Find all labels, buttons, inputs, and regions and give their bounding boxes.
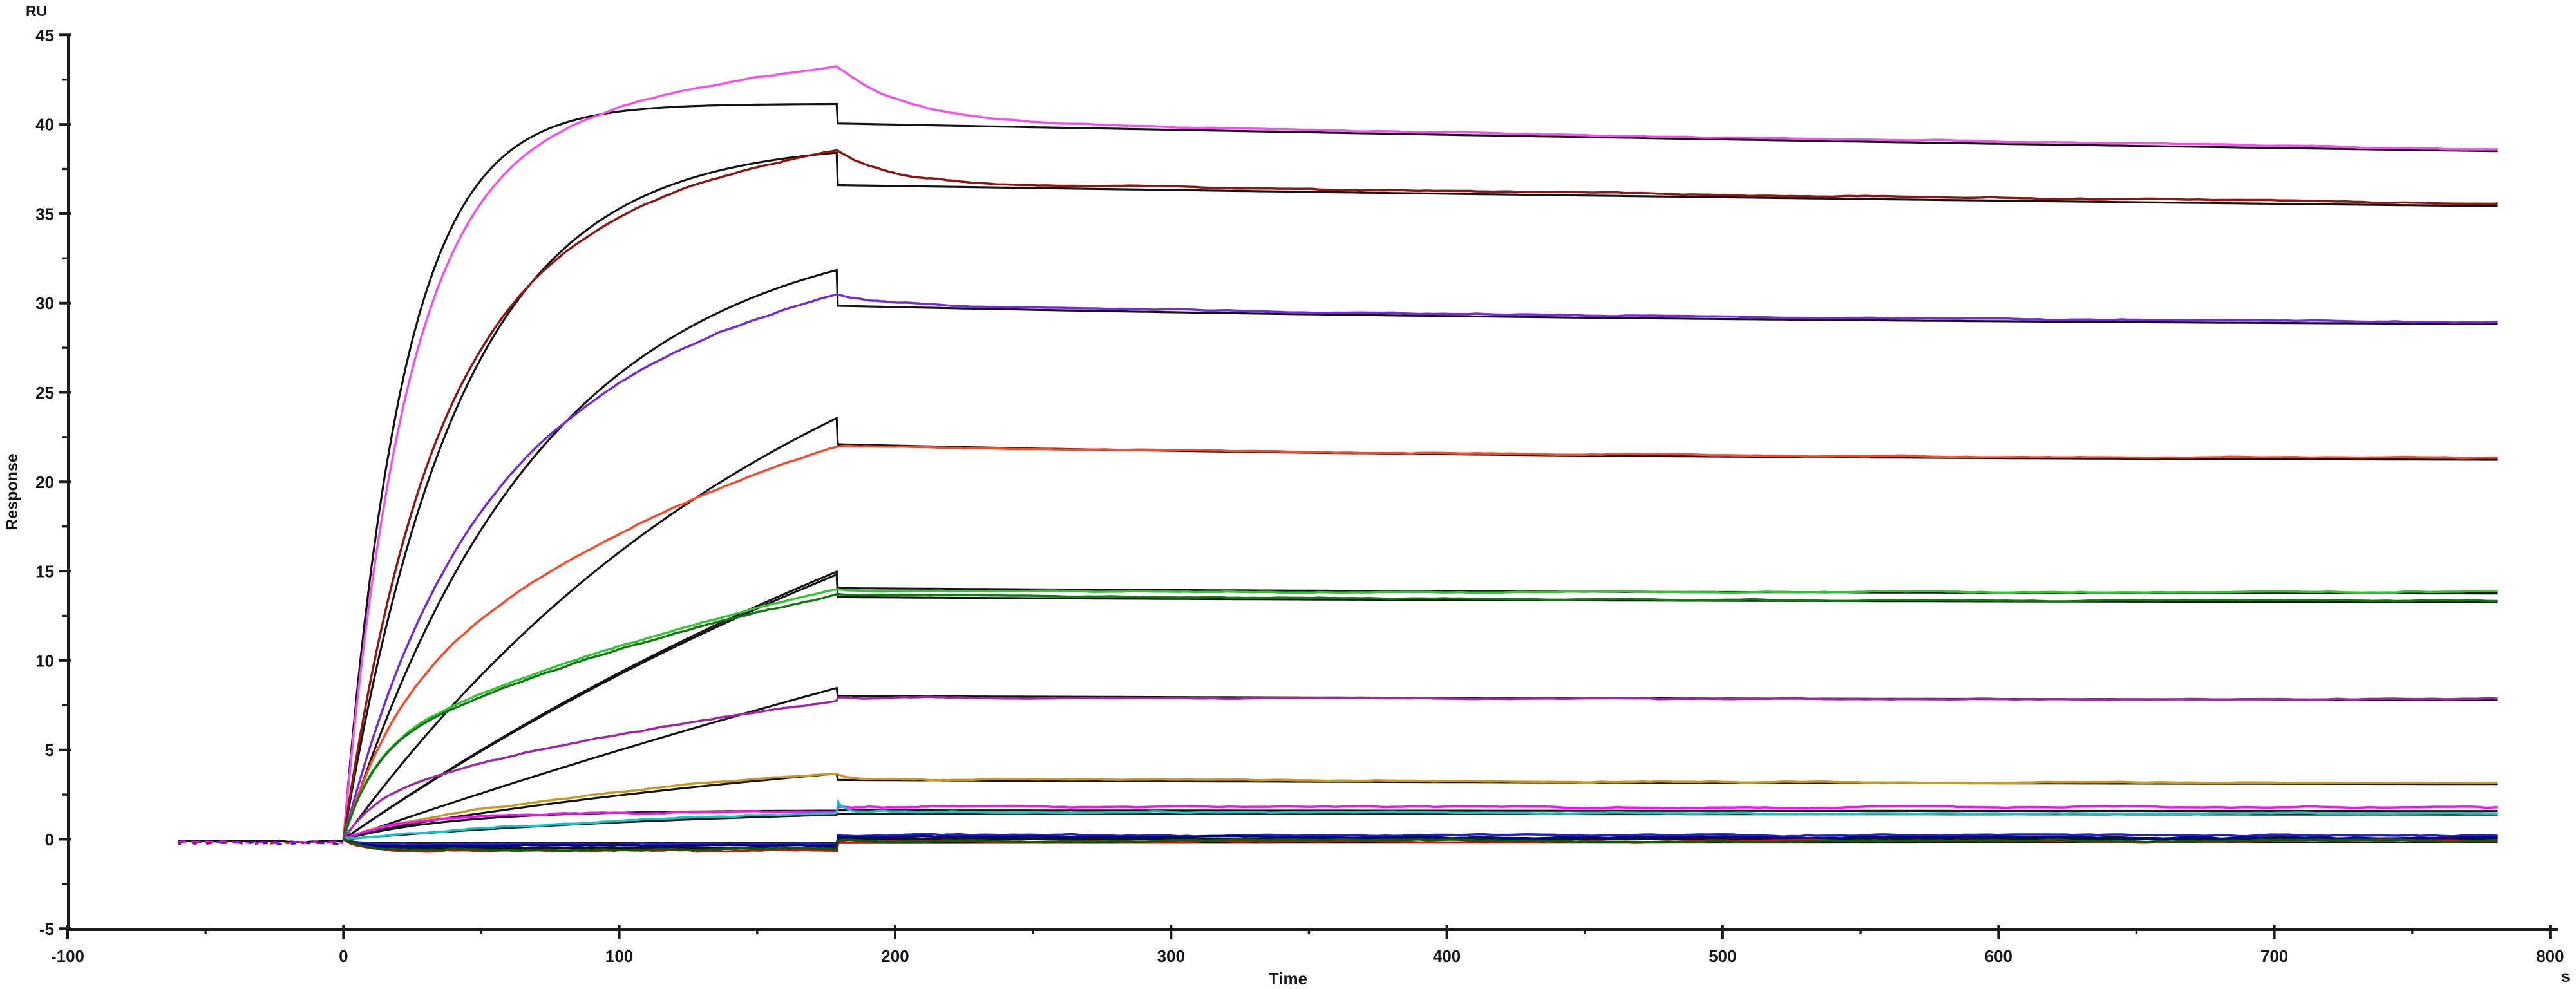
svg-text:15: 15 (35, 562, 54, 581)
svg-text:-100: -100 (51, 947, 84, 966)
svg-text:s: s (2561, 968, 2570, 986)
svg-text:40: 40 (35, 115, 54, 135)
svg-text:Time: Time (1269, 969, 1307, 988)
svg-text:45: 45 (35, 26, 54, 45)
svg-text:20: 20 (35, 473, 54, 492)
svg-text:400: 400 (1433, 947, 1461, 966)
svg-text:500: 500 (1709, 947, 1736, 966)
svg-text:700: 700 (2260, 947, 2288, 966)
svg-text:RU: RU (26, 3, 47, 19)
svg-text:100: 100 (605, 947, 633, 966)
svg-text:25: 25 (35, 383, 54, 402)
svg-text:-5: -5 (39, 919, 54, 939)
svg-text:0: 0 (45, 830, 54, 849)
svg-text:30: 30 (35, 294, 54, 313)
svg-text:35: 35 (35, 204, 54, 223)
svg-text:Response: Response (3, 453, 21, 531)
svg-text:5: 5 (45, 740, 54, 760)
svg-text:200: 200 (881, 947, 909, 966)
svg-text:10: 10 (35, 651, 54, 670)
svg-text:800: 800 (2536, 947, 2564, 966)
svg-text:300: 300 (1157, 947, 1185, 966)
svg-text:0: 0 (339, 947, 348, 966)
svg-text:600: 600 (1985, 947, 2012, 966)
